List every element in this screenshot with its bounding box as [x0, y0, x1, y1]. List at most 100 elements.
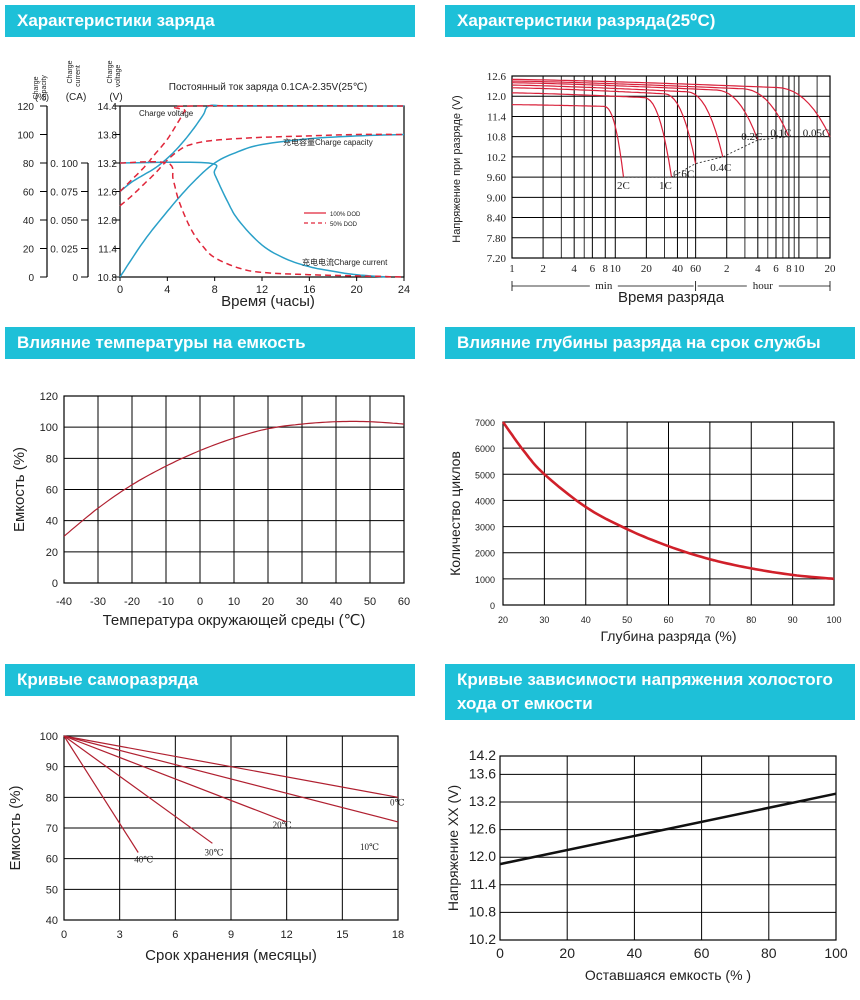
charge-series-line: [119, 133, 404, 207]
charge-plot-area: [119, 105, 405, 278]
ocv-y-tick-label: 10.2: [469, 931, 496, 947]
temperature-panel-title: Влияние температуры на емкость: [17, 333, 306, 352]
ocv-y-tick-label: 13.2: [469, 793, 496, 809]
selfdischarge-y-tick-label: 70: [46, 823, 58, 835]
selfdischarge-y-tick-label: 90: [46, 762, 58, 774]
discharge-y-tick-label: 7.20: [487, 253, 507, 265]
dod-x-tick-label: 60: [663, 615, 673, 625]
temperature-y-tick-label: 100: [40, 422, 58, 434]
selfdischarge-x-tick-label: 3: [117, 929, 123, 941]
charge-capacity-tick-label: 80: [23, 159, 35, 170]
selfdischarge-line: [63, 735, 399, 798]
dod-y-tick-label: 3000: [475, 523, 495, 533]
ocv-x-tick-label: 0: [496, 945, 504, 961]
charge-current-tick-label: 0. 050: [50, 216, 78, 227]
discharge-curve-label: 2C: [617, 180, 630, 192]
charge-capacity-tick-label: 20: [23, 245, 35, 256]
temperature-x-tick-label: -30: [90, 596, 106, 608]
discharge-y-tick-label: 12.6: [487, 71, 507, 83]
ocv-x-tick-label: 20: [559, 945, 575, 961]
charge-x-tick-label: 0: [117, 284, 123, 296]
discharge-x-tick-label: 2: [540, 263, 546, 275]
discharge-x-tick-label: 1: [509, 263, 515, 275]
discharge-panel-header: Характеристики разряда(25⁰С): [445, 5, 855, 37]
ocv-x-tick-label: 40: [627, 945, 643, 961]
temperature-capacity-line: [63, 420, 405, 537]
discharge-x-tick-label: 8: [603, 263, 609, 275]
temperature-x-tick-label: 10: [228, 596, 240, 608]
ocv-x-tick-label: 60: [694, 945, 710, 961]
charge-axis-head: Charge voltage (V): [107, 60, 123, 103]
dod-x-tick-label: 50: [622, 615, 632, 625]
temperature-x-tick-label: 0: [197, 596, 203, 608]
dod-y-tick-label: 4000: [475, 496, 495, 506]
discharge-unit-hour: hour: [753, 280, 774, 292]
charge-current-label: 充电电流Charge current: [302, 257, 388, 267]
selfdischarge-x-tick-label: 9: [228, 929, 234, 941]
ocv-y-tick-label: 14.2: [469, 747, 496, 763]
temperature-y-tick-label: 0: [52, 578, 58, 590]
charge-x-tick-label: 20: [351, 284, 363, 296]
dod-y-tick-label: 0: [490, 601, 495, 611]
ocv-x-axis-label: Оставшаяся емкость (% ): [585, 967, 751, 983]
discharge-end-voltage-line: [623, 136, 830, 178]
selfdischarge-y-tick-label: 40: [46, 915, 58, 927]
charge-voltage-tick-label: 10.8: [98, 273, 118, 284]
discharge-y-tick-label: 11.4: [487, 111, 506, 123]
temperature-x-tick-label: 60: [398, 596, 410, 608]
selfdischarge-series-label: 40℃: [134, 855, 153, 865]
discharge-curve-2C: [511, 104, 625, 178]
discharge-unit-min: min: [595, 280, 613, 292]
dod-x-tick-label: 40: [581, 615, 591, 625]
discharge-y-axis-label: Напряжение при разряде (V): [451, 95, 463, 242]
ocv-x-tick-label: 100: [824, 945, 848, 961]
temperature-y-tick-label: 40: [46, 516, 58, 528]
dod-x-tick-label: 100: [826, 615, 841, 625]
dod-y-axis-label: Количество циклов: [447, 451, 463, 576]
discharge-curve-label: 0.05C: [803, 128, 830, 140]
temperature-x-axis-label: Температура окружающей среды (℃): [103, 612, 366, 629]
discharge-x-tick-label: 20: [825, 263, 837, 275]
discharge-curve-label: 0.2C: [741, 131, 762, 143]
charge-series-line: [119, 104, 404, 193]
temperature-panel-header: Влияние температуры на емкость: [5, 327, 415, 359]
discharge-x-axis-label: Время разряда: [618, 289, 725, 306]
charge-capacity-tick-label: 100: [17, 131, 34, 142]
discharge-panel-title: Характеристики разряда(25⁰С): [457, 11, 716, 30]
discharge-x-tick-label: 6: [590, 263, 596, 275]
charge-panel-header: Характеристики заряда: [5, 5, 415, 37]
charge-capacity-tick-label: 60: [23, 188, 35, 199]
temperature-y-axis-label: Емкость (%): [11, 447, 28, 532]
charge-x-tick-label: 24: [398, 284, 410, 296]
charge-series-line: [119, 133, 405, 278]
temperature-x-tick-label: -20: [124, 596, 140, 608]
discharge-plot-area: [511, 75, 831, 259]
selfdischarge-x-tick-label: 6: [172, 929, 178, 941]
discharge-curve-0.2C: [511, 82, 759, 141]
discharge-curve-1C: [512, 92, 673, 178]
ocv-panel-header: Кривые зависимости напряжения холостого …: [445, 664, 855, 720]
charge-axis-head-word: voltage: [115, 65, 122, 88]
discharge-x-tick-label: 60: [690, 263, 702, 275]
selfdischarge-panel-header: Кривые саморазряда: [5, 664, 415, 696]
selfdischarge-x-tick-label: 12: [281, 929, 293, 941]
selfdischarge-line: [63, 735, 213, 844]
charge-axis-head-word: current: [75, 65, 82, 87]
charge-voltage-tick-label: 12.0: [98, 216, 118, 227]
discharge-x-tick-label: 20: [641, 263, 653, 275]
dod-cycles-line: [501, 421, 835, 581]
discharge-curve-label: 0.4C: [710, 162, 731, 174]
discharge-hour-bg: [746, 279, 779, 291]
charge-axis-head-word: capacity: [41, 75, 48, 101]
temperature-x-tick-label: 40: [330, 596, 342, 608]
charge-x-axis-label: Время (часы): [221, 293, 315, 310]
dod-x-tick-label: 90: [788, 615, 798, 625]
charge-axis-head-word: Charge: [67, 60, 74, 83]
temperature-x-tick-label: 50: [364, 596, 376, 608]
selfdischarge-y-tick-label: 50: [46, 884, 58, 896]
discharge-y-tick-label: 7.80: [487, 233, 507, 245]
ocv-panel-title: Кривые зависимости напряжения холостого …: [457, 670, 833, 713]
ocv-y-axis-label: Напряжение ХХ (V): [445, 785, 461, 911]
discharge-y-tick-label: 8.40: [487, 213, 507, 225]
